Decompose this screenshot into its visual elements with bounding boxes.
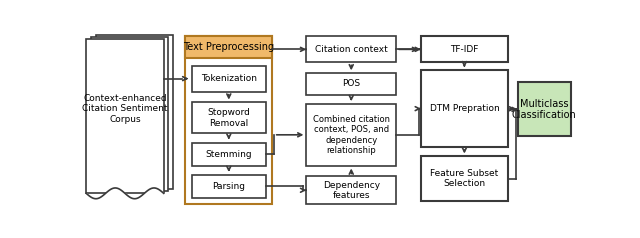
Text: Feature Subset
Selection: Feature Subset Selection	[430, 169, 499, 188]
Text: Parsing: Parsing	[212, 182, 245, 191]
FancyBboxPatch shape	[307, 36, 396, 62]
FancyBboxPatch shape	[421, 70, 508, 147]
Text: POS: POS	[342, 79, 360, 89]
FancyBboxPatch shape	[186, 36, 272, 58]
Text: Multiclass
Classification: Multiclass Classification	[512, 99, 577, 120]
FancyBboxPatch shape	[91, 37, 168, 191]
FancyBboxPatch shape	[191, 143, 266, 166]
Text: DTM Prepration: DTM Prepration	[429, 104, 499, 113]
Text: Combined citation
context, POS, and
dependency
relationship: Combined citation context, POS, and depe…	[313, 115, 390, 155]
FancyBboxPatch shape	[86, 39, 164, 193]
FancyBboxPatch shape	[191, 65, 266, 92]
FancyBboxPatch shape	[191, 175, 266, 198]
FancyBboxPatch shape	[307, 104, 396, 166]
FancyBboxPatch shape	[95, 35, 173, 189]
FancyBboxPatch shape	[307, 73, 396, 95]
FancyBboxPatch shape	[307, 176, 396, 204]
Text: Tokenization: Tokenization	[201, 74, 257, 83]
FancyBboxPatch shape	[191, 103, 266, 133]
Text: Stemming: Stemming	[205, 149, 252, 159]
Text: Stopword
Removal: Stopword Removal	[207, 108, 250, 128]
Text: TF-IDF: TF-IDF	[450, 45, 479, 54]
FancyBboxPatch shape	[518, 82, 571, 136]
Text: Citation context: Citation context	[315, 45, 388, 54]
Text: Dependency
features: Dependency features	[323, 181, 380, 200]
Text: Context-enhanced
Citation Sentiment
Corpus: Context-enhanced Citation Sentiment Corp…	[82, 94, 168, 124]
Text: Text Preprocessing: Text Preprocessing	[183, 42, 275, 52]
FancyBboxPatch shape	[421, 156, 508, 201]
FancyBboxPatch shape	[421, 36, 508, 62]
